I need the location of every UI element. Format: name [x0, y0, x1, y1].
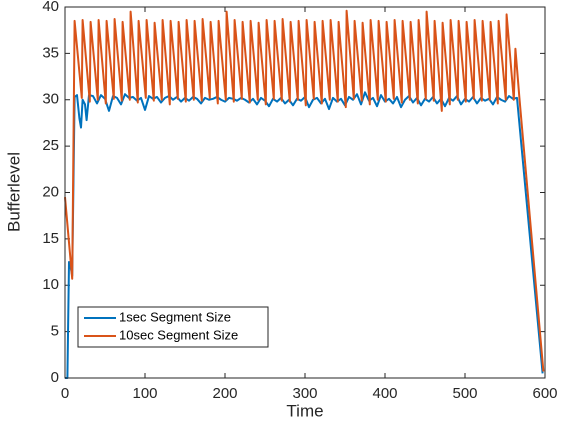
y-tick-label: 35 [42, 44, 59, 61]
axes-box [64, 6, 546, 379]
y-tick-label: 5 [51, 323, 59, 340]
legend-box [77, 306, 269, 348]
x-tick-label: 600 [532, 385, 557, 402]
x-tick-label: 0 [61, 385, 69, 402]
legend-label: 10sec Segment Size [119, 327, 238, 342]
y-tick-label: 25 [42, 137, 59, 154]
x-tick-label: 300 [292, 385, 317, 402]
x-tick-label: 400 [372, 385, 397, 402]
y-axis-label: Bufferlevel [4, 152, 23, 232]
legend-label: 1sec Segment Size [119, 309, 231, 324]
y-tick-label: 0 [51, 369, 59, 386]
legend: 1sec Segment Size 10sec Segment Size [77, 306, 269, 348]
x-tick-label: 200 [212, 385, 237, 402]
y-tick-label: 10 [42, 276, 59, 293]
y-tick-label: 20 [42, 183, 59, 200]
x-tick-label: 500 [452, 385, 477, 402]
x-axis-label: Time [286, 401, 323, 420]
y-tick-label: 40 [42, 0, 59, 15]
y-tick-label: 30 [42, 91, 59, 108]
y-tick-label: 15 [42, 230, 59, 247]
series-line [64, 9, 545, 372]
x-tick-label: 100 [132, 385, 157, 402]
